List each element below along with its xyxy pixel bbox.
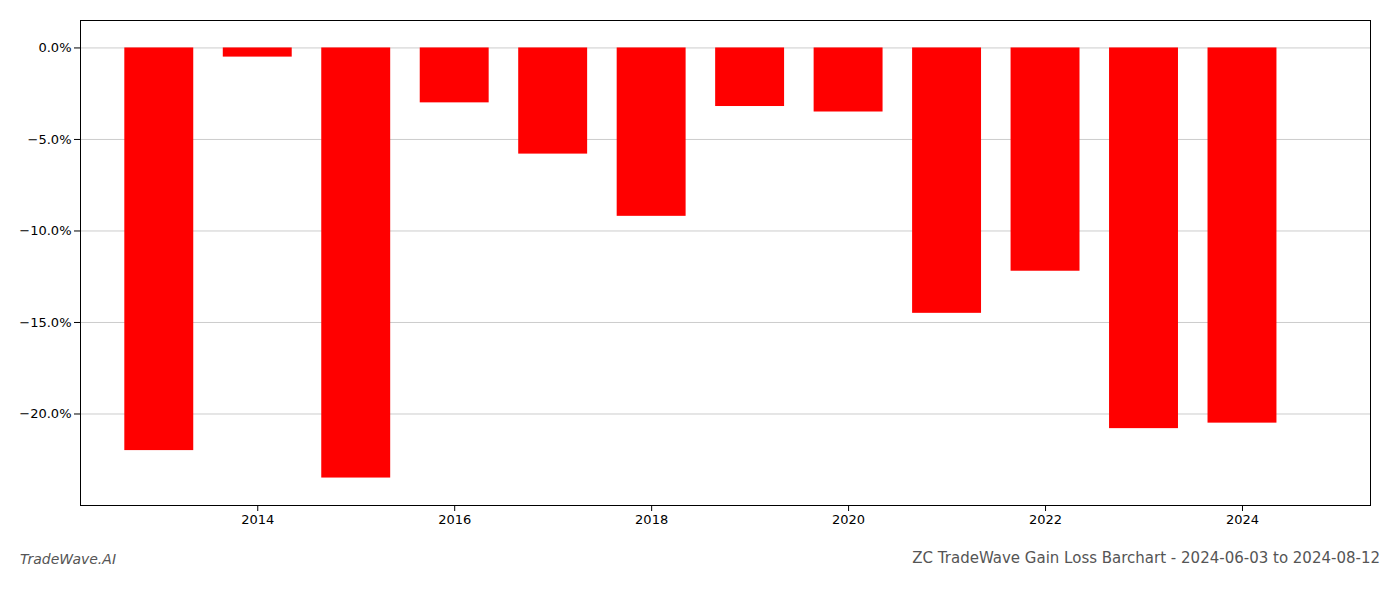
svg-text:0.0%: 0.0% [38,40,71,55]
svg-text:2014: 2014 [241,512,274,527]
svg-text:−10.0%: −10.0% [19,223,71,238]
html-text:TradeWave.AI: TradeWave.AI [20,551,116,567]
svg-text:2018: 2018 [635,512,668,527]
svg-text:2024: 2024 [1226,512,1259,527]
svg-text:−5.0%: −5.0% [28,132,72,147]
svg-text:−15.0%: −15.0% [19,315,71,330]
svg-text:2016: 2016 [438,512,471,527]
svg-text:2020: 2020 [832,512,865,527]
html-text:ZC TradeWave Gain Loss Barchar: ZC TradeWave Gain Loss Barchart - 2024-0… [912,549,1380,567]
svg-text:−20.0%: −20.0% [19,406,71,421]
svg-text:2022: 2022 [1029,512,1062,527]
